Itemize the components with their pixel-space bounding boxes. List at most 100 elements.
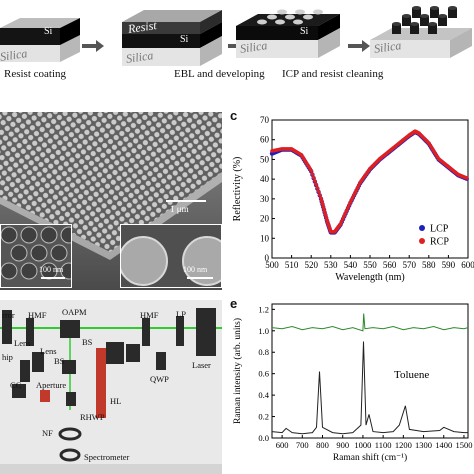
step-caption: ICP and resist cleaning — [282, 68, 384, 80]
y-tick-label: 1.2 — [258, 304, 269, 314]
optics-label: RHWP — [80, 412, 105, 422]
data-point — [342, 213, 347, 218]
optics-label: Aperture — [36, 380, 67, 390]
data-point — [323, 212, 328, 217]
scale-label-inset1: 100 nm — [39, 265, 64, 274]
y-axis-label: Reflectivity (%) — [232, 157, 243, 222]
optics-label: HL — [110, 396, 122, 406]
data-point — [341, 216, 345, 221]
y-tick-label: 20 — [260, 214, 270, 224]
data-point — [310, 172, 315, 176]
x-axis-label: Raman shift (cm⁻¹) — [333, 452, 407, 463]
optics-label: Lens — [40, 346, 57, 356]
data-point — [322, 207, 326, 211]
x-tick-label: 590 — [442, 260, 456, 270]
arrow-icon — [348, 40, 370, 52]
data-point — [347, 203, 351, 207]
step-caption: EBL and developing — [174, 68, 265, 80]
step-caption: Resist coating — [4, 68, 67, 80]
data-point — [340, 219, 344, 223]
optics-label: HMF — [28, 310, 47, 320]
block-icp — [236, 9, 340, 58]
optics-label: rror — [2, 310, 15, 320]
optics-label: CC — [10, 380, 22, 390]
scale-bar — [166, 200, 206, 202]
x-tick-label: 570 — [402, 260, 416, 270]
legend-marker — [419, 225, 425, 231]
x-tick-label: 1400 — [435, 440, 452, 450]
y-tick-label: 0 — [265, 253, 270, 263]
x-tick-label: 540 — [344, 260, 358, 270]
raman-chart: 600 700 800 900 1000 1100 1200 1300 1400 1500 0.0 0… — [232, 303, 472, 463]
optics-label: BS — [54, 356, 65, 366]
y-tick-label: 0.8 — [258, 347, 269, 357]
x-tick-label: 1500 — [455, 440, 472, 450]
data-point — [314, 182, 318, 187]
optics-label: OAPM — [62, 307, 87, 317]
x-tick-label: 1300 — [415, 440, 432, 450]
data-point — [313, 179, 317, 183]
y-axis-label: Raman intensity (arb. units) — [232, 318, 243, 424]
label-si: Si — [300, 26, 309, 37]
y-tick-label: 0.2 — [258, 412, 269, 422]
x-tick-label: 560 — [383, 260, 397, 270]
series-line — [271, 341, 468, 435]
y-tick-label: 40 — [260, 174, 270, 184]
scale-bar — [41, 277, 65, 279]
optics-label: Lens — [14, 338, 31, 348]
data-point — [464, 176, 469, 180]
block-ebl — [122, 10, 222, 66]
scale-bar — [187, 277, 213, 279]
legend-label: RCP — [430, 237, 449, 248]
fabrication-diagram — [0, 6, 472, 66]
optical-setup-photo: rror HMF OAPM HMF LP BS Lens Lens hip BS… — [0, 300, 222, 474]
x-tick-label: 550 — [363, 260, 377, 270]
sem-inset-1: 100 nm — [0, 224, 72, 288]
annotation-toluene: Toluene — [394, 369, 429, 381]
series-line — [271, 313, 469, 332]
optics-label: NF — [42, 428, 53, 438]
y-tick-label: 0.0 — [258, 433, 269, 443]
data-point — [321, 204, 326, 209]
block-resist-coating — [0, 18, 80, 62]
plot-frame — [271, 303, 469, 439]
panel-label-e: e — [230, 296, 238, 311]
y-tick-label: 50 — [260, 154, 270, 164]
sem-inset-2: 100 nm — [120, 224, 222, 288]
y-tick-label: 0.4 — [258, 390, 269, 400]
y-tick-label: 30 — [260, 194, 270, 204]
x-tick-label: 1000 — [354, 440, 371, 450]
inset-pillar-closeup — [121, 236, 221, 286]
data-point — [317, 193, 322, 197]
inset-pillars — [1, 226, 71, 280]
data-point — [322, 210, 327, 214]
arrow-icon — [82, 40, 104, 52]
optics-label: BS — [82, 337, 93, 347]
data-point — [343, 211, 348, 215]
data-point — [319, 196, 323, 201]
x-tick-label: 530 — [324, 260, 338, 270]
data-point — [338, 222, 343, 226]
x-axis-label: Wavelength (nm) — [335, 272, 404, 283]
y-tick-label: 1.0 — [258, 326, 269, 336]
data-point — [324, 215, 328, 220]
x-tick-label: 700 — [296, 440, 309, 450]
x-tick-label: 510 — [285, 260, 299, 270]
data-point — [316, 189, 321, 194]
data-point — [344, 208, 349, 213]
x-tick-label: 600 — [276, 440, 289, 450]
data-point — [311, 175, 316, 180]
block-pillars — [370, 6, 472, 58]
scale-label-inset2: 100 nm — [183, 265, 208, 274]
optics-label: hip — [2, 352, 13, 362]
y-tick-label: 70 — [260, 115, 270, 125]
data-point — [319, 199, 324, 203]
optical-setup-drawing — [0, 300, 222, 474]
x-tick-label: 500 — [265, 260, 279, 270]
x-tick-label: 580 — [422, 260, 436, 270]
y-tick-label: 0.6 — [258, 369, 269, 379]
label-si: Si — [44, 26, 53, 37]
panel-label-c: c — [230, 108, 238, 123]
sem-image: 1 μm 100 nm 100 nm — [0, 112, 222, 290]
x-tick-label: 800 — [316, 440, 329, 450]
